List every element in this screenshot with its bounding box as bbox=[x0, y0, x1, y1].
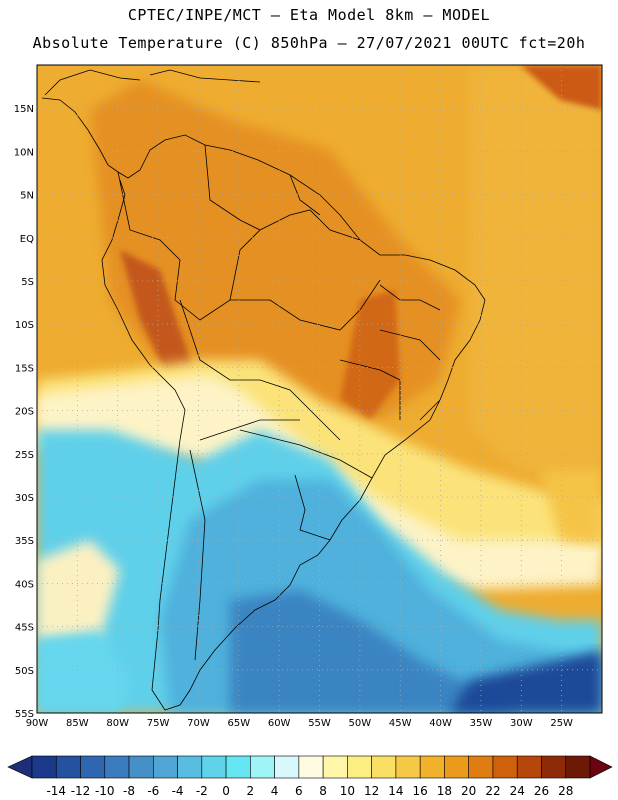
colorbar-tick-label: 26 bbox=[534, 784, 549, 798]
latitude-labels: 15N 10N 5N EQ 5S 10S 15S 20S 25S 30S 35S 40S 45S 50S 5… bbox=[14, 104, 34, 720]
colorbar-swatch bbox=[444, 755, 469, 779]
latitude-label: 15S bbox=[15, 363, 34, 374]
map-title-line-2: Absolute Temperature (C) 850hPa – 27/07/… bbox=[32, 34, 586, 52]
brazil-hot-field bbox=[340, 290, 400, 420]
colorbar-tick-label: 14 bbox=[388, 784, 403, 798]
colorbar-tick-label: 12 bbox=[364, 784, 379, 798]
colorbar-swatch bbox=[541, 755, 567, 779]
colorbar-tick-label: 6 bbox=[295, 784, 303, 798]
colorbar-swatch bbox=[250, 755, 275, 779]
colorbar-swatch bbox=[395, 755, 421, 779]
latitude-label: 50S bbox=[15, 666, 34, 677]
colorbar-swatch bbox=[225, 755, 251, 779]
colorbar-tick-label: -12 bbox=[71, 784, 91, 798]
longitude-label: 75W bbox=[147, 718, 170, 729]
colorbar-swatch bbox=[201, 755, 227, 779]
colorbar-tick-label: -4 bbox=[172, 784, 184, 798]
colorbar-labels: -14 -12 -10 -8 -6 -4 -2 0 2 4 6 8 10 12 14 16 18 20 22 24 26… bbox=[46, 784, 573, 798]
colder-core-field bbox=[230, 590, 520, 713]
colorbar-tick-label: 4 bbox=[271, 784, 279, 798]
longitude-label: 45W bbox=[389, 718, 412, 729]
colorbar-tick-label: -10 bbox=[95, 784, 115, 798]
longitude-labels: 90W 85W 80W 75W 70W 65W 60W 55W 50W 45W 40W 35W 30W 2… bbox=[26, 718, 573, 729]
map-frame bbox=[36, 64, 603, 714]
latitude-label: 5N bbox=[20, 191, 34, 202]
colorbar-tick-label: -14 bbox=[46, 784, 66, 798]
coastlines-and-borders bbox=[41, 69, 486, 711]
latitude-label: 10S bbox=[15, 320, 34, 331]
colorbar-min-arrow bbox=[7, 755, 33, 779]
longitude-label: 90W bbox=[26, 718, 49, 729]
latitude-label: EQ bbox=[20, 234, 34, 245]
colorbar-tick-label: 20 bbox=[461, 784, 476, 798]
longitude-label: 55W bbox=[308, 718, 331, 729]
colorbar-swatch bbox=[55, 755, 81, 779]
colorbar-swatch bbox=[80, 755, 106, 779]
latitude-label: 10N bbox=[14, 147, 34, 158]
latitude-label: 45S bbox=[15, 623, 34, 634]
colorbar-swatch bbox=[298, 755, 324, 779]
colorbar-swatch bbox=[565, 755, 591, 779]
colorbar-tick-label: -2 bbox=[196, 784, 208, 798]
longitude-label: 85W bbox=[66, 718, 89, 729]
latitude-label: 30S bbox=[15, 493, 34, 504]
longitude-label: 30W bbox=[510, 718, 533, 729]
colorbar-swatch bbox=[371, 755, 397, 779]
longitude-label: 35W bbox=[470, 718, 493, 729]
colorbar-tick-label: 16 bbox=[413, 784, 428, 798]
longitude-label: 70W bbox=[187, 718, 210, 729]
colorbar-tick-label: 2 bbox=[247, 784, 255, 798]
colorbar-tick-label: -6 bbox=[147, 784, 159, 798]
latitude-label: 15N bbox=[14, 104, 34, 115]
latitude-label: 35S bbox=[15, 536, 34, 547]
colorbar-swatch bbox=[128, 755, 154, 779]
colorbar-tick-label: 8 bbox=[319, 784, 327, 798]
atlantic-warm-field bbox=[470, 65, 602, 480]
longitude-label: 40W bbox=[429, 718, 452, 729]
latitude-label: 20S bbox=[15, 407, 34, 418]
map-title-line-1: CPTEC/INPE/MCT – Eta Model 8km – MODEL bbox=[127, 6, 491, 24]
colorbar-swatch bbox=[31, 755, 57, 779]
colorbar-swatch bbox=[468, 755, 494, 779]
colorbar-swatch bbox=[322, 755, 348, 779]
longitude-label: 80W bbox=[106, 718, 129, 729]
pacific-pale-field bbox=[37, 540, 120, 640]
latitude-label: 55S bbox=[15, 709, 34, 720]
caribbean-hot-field bbox=[520, 65, 602, 110]
colorbar-swatch bbox=[274, 755, 300, 779]
longitude-label: 65W bbox=[227, 718, 250, 729]
colorbar-swatch bbox=[516, 755, 542, 779]
longitude-label: 50W bbox=[349, 718, 372, 729]
longitude-label: 60W bbox=[268, 718, 291, 729]
pacific-cold-field bbox=[37, 630, 130, 713]
latitude-label: 25S bbox=[15, 450, 34, 461]
colorbar-tick-label: 0 bbox=[222, 784, 230, 798]
colorbar-tick-label: 24 bbox=[510, 784, 525, 798]
colorbar-tick-label: -8 bbox=[123, 784, 135, 798]
latitude-label: 40S bbox=[15, 579, 34, 590]
colorbar-tick-label: 18 bbox=[437, 784, 452, 798]
colorbar bbox=[7, 755, 613, 779]
colorbar-swatch bbox=[104, 755, 130, 779]
latitude-label: 5S bbox=[21, 277, 34, 288]
colorbar-tick-label: 28 bbox=[558, 784, 573, 798]
colorbar-swatch bbox=[347, 755, 372, 779]
colorbar-tick-label: 10 bbox=[340, 784, 355, 798]
colorbar-swatch bbox=[492, 755, 518, 779]
graticule bbox=[37, 65, 602, 713]
colorbar-tick-label: 22 bbox=[485, 784, 500, 798]
colorbar-swatch bbox=[153, 755, 178, 779]
colorbar-swatch bbox=[177, 755, 203, 779]
east-atlantic-warm-field bbox=[540, 470, 602, 545]
coldest-field bbox=[450, 650, 602, 713]
longitude-label: 25W bbox=[550, 718, 573, 729]
colorbar-swatch bbox=[419, 755, 445, 779]
temperature-field bbox=[37, 65, 602, 713]
colorbar-max-arrow bbox=[589, 755, 613, 779]
